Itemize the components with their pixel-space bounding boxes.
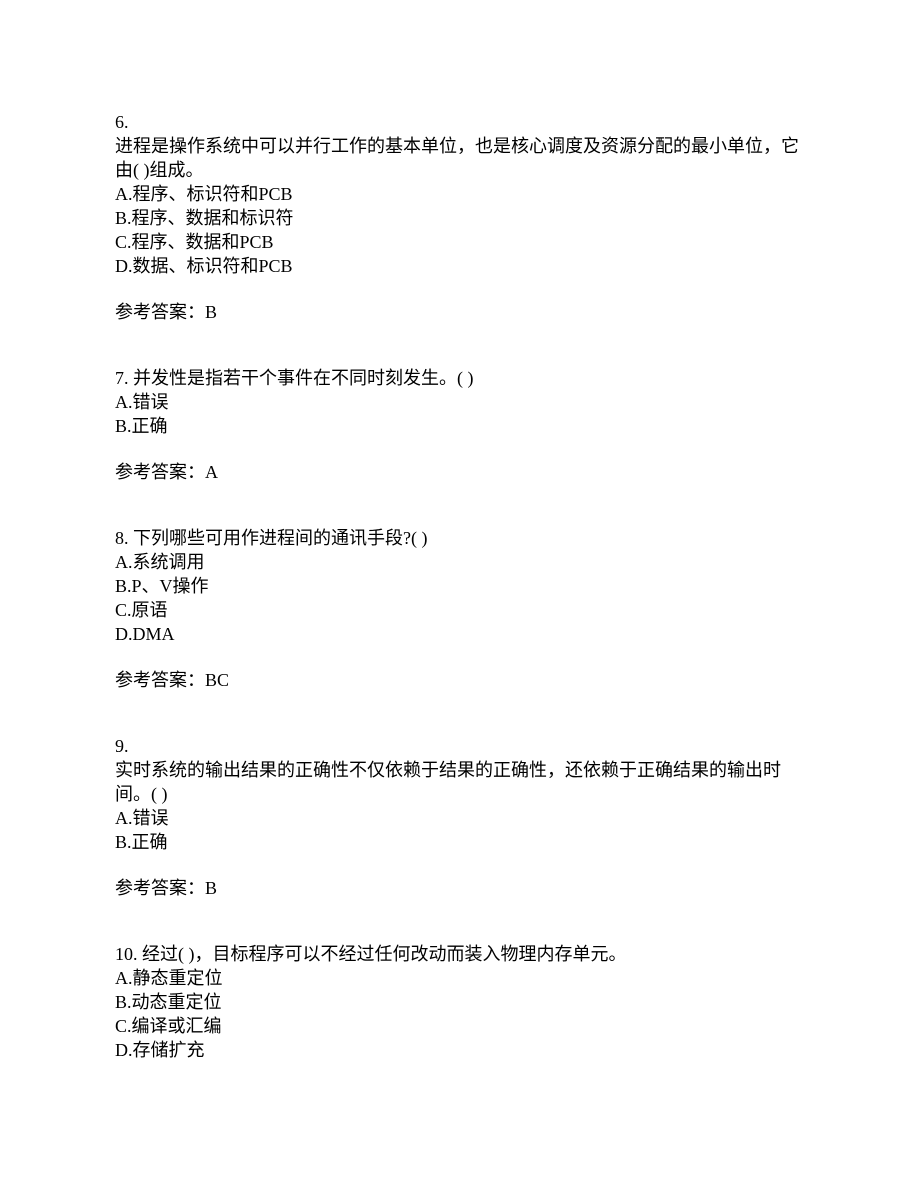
question-stem: 进程是操作系统中可以并行工作的基本单位，也是核心调度及资源分配的最小单位，它由(…: [115, 134, 805, 182]
question-option: B.动态重定位: [115, 990, 805, 1014]
answer-label: 参考答案：: [115, 302, 205, 322]
question-block: 7. 并发性是指若干个事件在不同时刻发生。( ) A.错误 B.正确 参考答案：…: [115, 366, 805, 484]
answer-label: 参考答案：: [115, 670, 205, 690]
question-number: 6.: [115, 110, 805, 134]
question-option: A.程序、标识符和PCB: [115, 182, 805, 206]
question-option: A.静态重定位: [115, 966, 805, 990]
question-stem: 实时系统的输出结果的正确性不仅依赖于结果的正确性，还依赖于正确结果的输出时间。(…: [115, 758, 805, 806]
question-header: 8. 下列哪些可用作进程间的通讯手段?( ): [115, 526, 805, 550]
question-number: 8.: [115, 528, 133, 548]
question-option: B.程序、数据和标识符: [115, 206, 805, 230]
answer-line: 参考答案：B: [115, 300, 805, 324]
question-block: 8. 下列哪些可用作进程间的通讯手段?( ) A.系统调用 B.P、V操作 C.…: [115, 526, 805, 692]
question-option: A.系统调用: [115, 550, 805, 574]
document-body: 6. 进程是操作系统中可以并行工作的基本单位，也是核心调度及资源分配的最小单位，…: [115, 110, 805, 1062]
question-option: B.正确: [115, 830, 805, 854]
question-stem: 经过( )，目标程序可以不经过任何改动而装入物理内存单元。: [142, 944, 627, 964]
question-option: A.错误: [115, 390, 805, 414]
question-option: C.程序、数据和PCB: [115, 230, 805, 254]
question-stem: 并发性是指若干个事件在不同时刻发生。( ): [133, 368, 474, 388]
answer-line: 参考答案：BC: [115, 668, 805, 692]
answer-label: 参考答案：: [115, 462, 205, 482]
answer-line: 参考答案：A: [115, 460, 805, 484]
question-option: B.正确: [115, 414, 805, 438]
answer-value: B: [205, 302, 217, 322]
question-option: C.原语: [115, 598, 805, 622]
answer-label: 参考答案：: [115, 878, 205, 898]
question-option: B.P、V操作: [115, 574, 805, 598]
question-option: D.DMA: [115, 622, 805, 646]
answer-line: 参考答案：B: [115, 876, 805, 900]
question-header: 10. 经过( )，目标程序可以不经过任何改动而装入物理内存单元。: [115, 942, 805, 966]
question-stem: 下列哪些可用作进程间的通讯手段?( ): [133, 528, 427, 548]
question-block: 10. 经过( )，目标程序可以不经过任何改动而装入物理内存单元。 A.静态重定…: [115, 942, 805, 1062]
answer-value: A: [205, 462, 218, 482]
question-number: 7.: [115, 368, 133, 388]
question-number: 9.: [115, 734, 805, 758]
question-option: C.编译或汇编: [115, 1014, 805, 1038]
question-block: 9. 实时系统的输出结果的正确性不仅依赖于结果的正确性，还依赖于正确结果的输出时…: [115, 734, 805, 900]
answer-value: B: [205, 878, 217, 898]
question-option: D.存储扩充: [115, 1038, 805, 1062]
answer-value: BC: [205, 670, 229, 690]
question-option: A.错误: [115, 806, 805, 830]
question-option: D.数据、标识符和PCB: [115, 254, 805, 278]
question-header: 7. 并发性是指若干个事件在不同时刻发生。( ): [115, 366, 805, 390]
question-number: 10.: [115, 944, 142, 964]
question-block: 6. 进程是操作系统中可以并行工作的基本单位，也是核心调度及资源分配的最小单位，…: [115, 110, 805, 324]
